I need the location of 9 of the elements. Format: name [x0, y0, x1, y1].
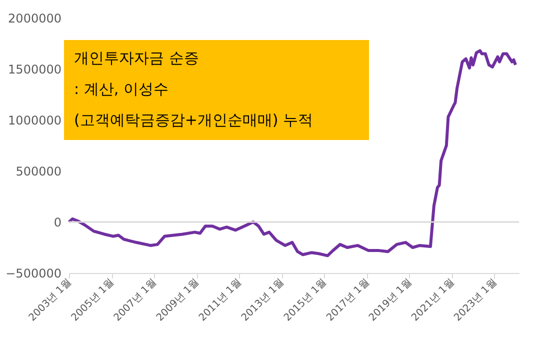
y-tick-label: 500000: [16, 164, 62, 178]
text: 개인투자자금 순증: [74, 49, 199, 67]
line-series: [68, 49, 518, 258]
y-tick-label: −500000: [6, 266, 62, 280]
y-tick-label: 1500000: [8, 62, 62, 76]
y-tick-label: 0: [54, 216, 62, 230]
text: : 계산, 이성수 (고객예탁금증감+개인순매매) 누적: [74, 80, 314, 129]
y-tick-label: 1000000: [8, 114, 62, 128]
y-tick-label: 2000000: [8, 12, 62, 26]
